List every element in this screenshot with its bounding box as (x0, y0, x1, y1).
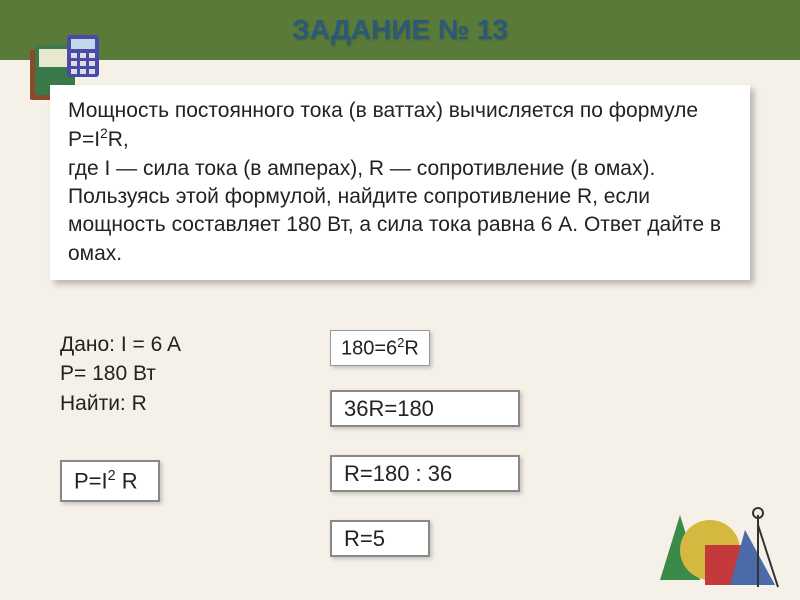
problem-line2: где I — сила тока (в амперах), R — сопро… (68, 157, 721, 265)
geometry-shapes-icon (650, 495, 790, 595)
title-bar: ЗАДАНИЕ № 13 (0, 0, 800, 60)
problem-line1: Мощность постоянного тока (в ваттах) выч… (68, 99, 698, 151)
main-formula-box: P=I2 R (60, 460, 160, 502)
formula-sup: 2 (108, 468, 116, 484)
s1b: R (404, 338, 418, 360)
s1a: 180=6 (341, 338, 397, 360)
formula-post: R (116, 468, 138, 493)
step-2-box: 36R=180 (330, 390, 520, 427)
problem-text-box: Мощность постоянного тока (в ваттах) выч… (50, 85, 750, 280)
problem-line1b: R, (108, 128, 129, 151)
slide-title: ЗАДАНИЕ № 13 (292, 14, 508, 46)
formula-pre: P=I (74, 468, 108, 493)
s3: R=180 : 36 (344, 461, 452, 486)
given-l1: Дано: I = 6 A (60, 330, 181, 359)
problem-sup: 2 (100, 126, 108, 141)
s2: 36R=180 (344, 396, 434, 421)
given-box: Дано: I = 6 A P= 180 Вт Найти: R (60, 330, 181, 418)
step-3-box: R=180 : 36 (330, 455, 520, 492)
given-l2: P= 180 Вт (60, 359, 181, 388)
given-l3: Найти: R (60, 389, 181, 418)
step-1-box: 180=62R (330, 330, 430, 366)
step-4-box: R=5 (330, 520, 430, 557)
s4: R=5 (344, 526, 385, 551)
